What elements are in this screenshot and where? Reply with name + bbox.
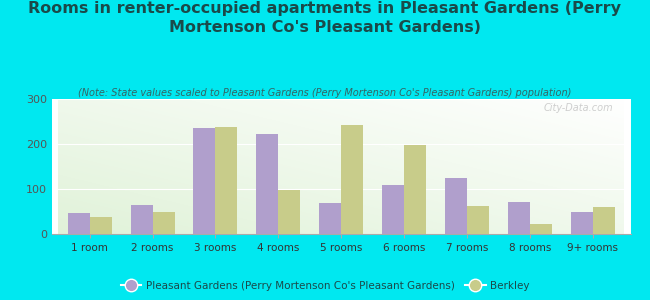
Legend: Pleasant Gardens (Perry Mortenson Co's Pleasant Gardens), Berkley: Pleasant Gardens (Perry Mortenson Co's P… xyxy=(116,277,534,295)
Bar xyxy=(593,207,615,234)
Bar xyxy=(319,202,341,234)
Bar xyxy=(341,125,363,234)
Bar xyxy=(153,212,175,234)
Bar xyxy=(68,213,90,234)
Bar xyxy=(131,205,153,234)
Bar xyxy=(467,206,489,234)
Text: City-Data.com: City-Data.com xyxy=(543,103,613,113)
Text: Rooms in renter-occupied apartments in Pleasant Gardens (Perry
Mortenson Co's Pl: Rooms in renter-occupied apartments in P… xyxy=(29,2,621,35)
Bar xyxy=(404,145,426,234)
Bar xyxy=(571,212,593,234)
Bar xyxy=(508,202,530,234)
Bar xyxy=(256,134,278,234)
Bar xyxy=(278,190,300,234)
Bar xyxy=(90,217,112,234)
Bar xyxy=(382,184,404,234)
Bar xyxy=(530,224,552,234)
Bar xyxy=(445,178,467,234)
Bar xyxy=(194,128,216,234)
Bar xyxy=(216,127,237,234)
Text: (Note: State values scaled to Pleasant Gardens (Perry Mortenson Co's Pleasant Ga: (Note: State values scaled to Pleasant G… xyxy=(78,88,572,98)
